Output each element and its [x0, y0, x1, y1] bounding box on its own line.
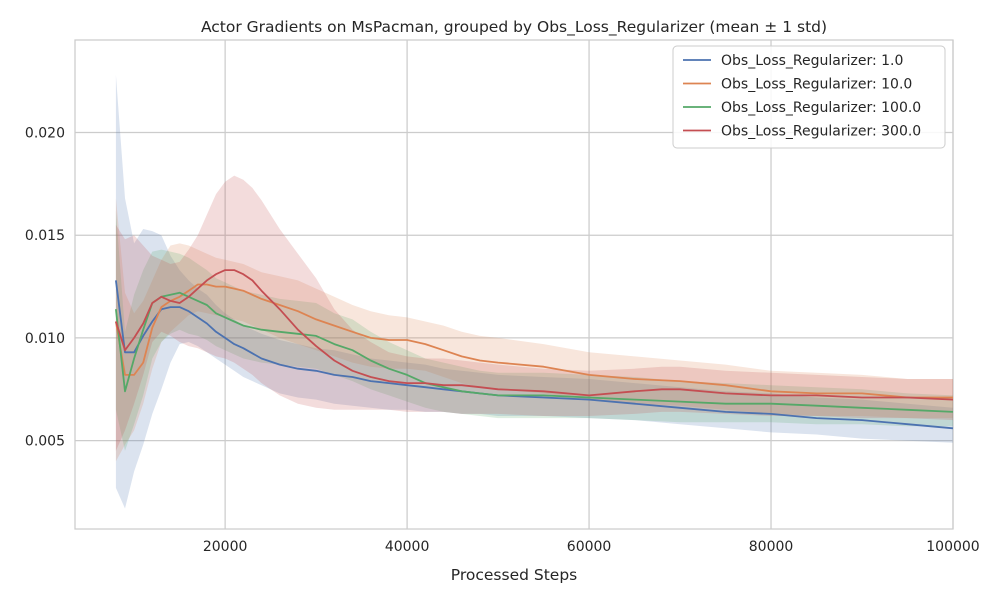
- series-lines: [115, 269, 954, 430]
- tick-labels: 20000 40000 60000 80000 100000 0.005 0.010 0.01…: [25, 125, 980, 555]
- x-tick-label: 60000: [567, 539, 612, 555]
- y-tick-label: 0.010: [25, 331, 65, 347]
- x-tick-label: 20000: [203, 539, 248, 555]
- x-tick-label: 100000: [926, 539, 979, 555]
- legend-box: [672, 45, 946, 149]
- std-bands: [115, 74, 953, 509]
- std-band-0: [115, 74, 953, 509]
- legend-label: Obs_Loss_Regularizer: 300.0: [721, 124, 921, 140]
- std-band-2: [115, 210, 953, 451]
- y-tick-label: 0.020: [25, 125, 65, 141]
- x-tick-label: 40000: [385, 539, 430, 555]
- legend-label: Obs_Loss_Regularizer: 100.0: [721, 100, 921, 116]
- std-band-1: [115, 198, 953, 462]
- x-axis-label: Processed Steps: [451, 566, 577, 584]
- chart-title: Actor Gradients on MsPacman, grouped by …: [201, 18, 827, 37]
- legend-label: Obs_Loss_Regularizer: 1.0: [721, 53, 903, 69]
- x-tick-label: 80000: [749, 539, 794, 555]
- std-band-3: [115, 175, 953, 451]
- y-tick-label: 0.015: [25, 228, 65, 244]
- series-line-3: [115, 269, 954, 401]
- series-line-1: [115, 283, 953, 399]
- series-line-2: [115, 291, 954, 413]
- series-line-0: [115, 280, 954, 430]
- legend: Obs_Loss_Regularizer: 1.0 Obs_Loss_Regula…: [672, 45, 946, 149]
- legend-label: Obs_Loss_Regularizer: 10.0: [721, 77, 912, 93]
- y-tick-label: 0.005: [25, 434, 65, 450]
